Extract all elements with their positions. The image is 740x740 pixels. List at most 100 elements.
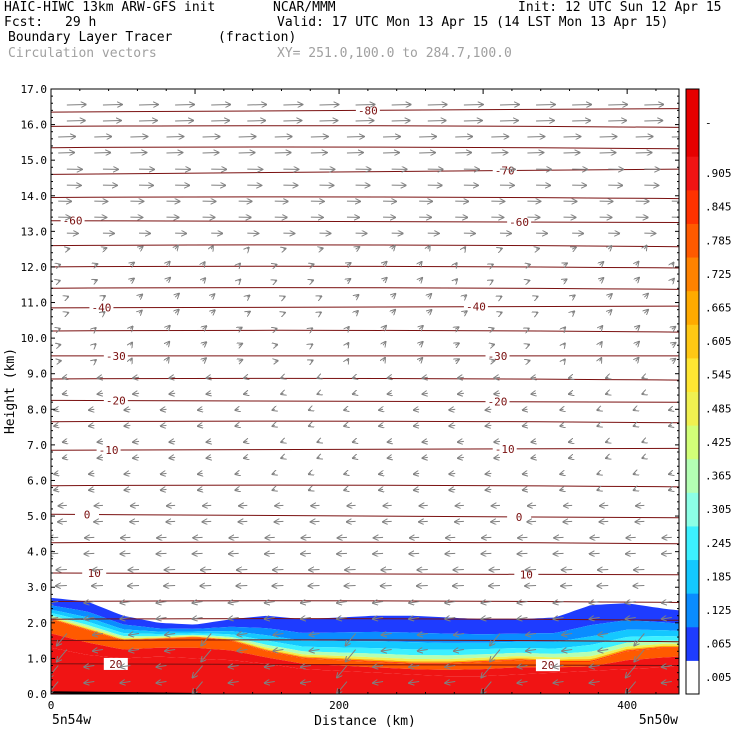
vector-arrow (500, 248, 502, 249)
vector-arrow (229, 553, 239, 554)
x-tick-label: 200 (329, 699, 349, 712)
vector-arrow (164, 585, 176, 586)
vector-arrow (237, 634, 248, 636)
vector-arrow (642, 377, 644, 378)
vector-arrow (337, 553, 347, 554)
vector-arrow (608, 294, 612, 297)
vector-arrow (193, 553, 203, 554)
vector-arrow (600, 505, 609, 506)
vector-arrow (275, 281, 276, 282)
vector-arrow (67, 249, 69, 250)
vector-arrow (283, 313, 284, 314)
vector-arrow (527, 361, 529, 362)
vector-arrow (626, 553, 636, 554)
vector-arrow (636, 278, 639, 281)
vector-arrow (388, 441, 392, 442)
vector-arrow (644, 105, 663, 106)
vector-arrow (131, 505, 140, 506)
tracer-band-3 (51, 612, 679, 656)
vector-arrow (120, 682, 131, 684)
vector-arrow (56, 569, 67, 570)
colorbar-frame (685, 88, 700, 695)
vector-arrow (54, 473, 58, 474)
vector-arrow (518, 537, 528, 538)
vector-arrow (175, 121, 193, 122)
vector-arrow (133, 377, 140, 378)
colorbar-label: .305 (705, 503, 732, 516)
vector-arrow (98, 457, 103, 458)
isotherm-label-bg (485, 395, 510, 408)
vector-arrow (523, 473, 528, 474)
vector-arrow (531, 441, 536, 442)
vector-arrow (169, 441, 176, 442)
vector-arrow (388, 377, 392, 378)
vector-arrow (458, 441, 464, 442)
vector-arrow (103, 296, 105, 297)
vector-arrow (490, 649, 501, 662)
vector-arrow (564, 359, 565, 361)
vector-arrow (129, 650, 140, 652)
vector-arrow (606, 393, 608, 394)
vector-arrow (486, 489, 492, 490)
isotherm-line (51, 329, 679, 333)
vectors-label: Circulation vectors (8, 46, 157, 61)
vector-arrow (347, 263, 351, 265)
vector-arrow (353, 393, 356, 394)
vector-arrow (536, 313, 537, 314)
vector-arrow (564, 327, 566, 329)
vector-arrow (662, 537, 672, 538)
vector-arrow (229, 682, 239, 684)
colorbar-cell (686, 458, 699, 493)
y-axis-title: Height (km) (3, 348, 18, 434)
vector-arrow (562, 634, 573, 636)
vector-arrow (281, 377, 283, 378)
vector-arrow (392, 310, 395, 313)
vector-arrow (642, 393, 644, 394)
vector-arrow (598, 634, 609, 636)
vector-arrow (600, 326, 603, 329)
y-tick-label: 6.0 (27, 474, 47, 487)
vector-arrow (310, 153, 327, 154)
isotherm-label: -20 (488, 396, 508, 409)
vector-arrow (494, 457, 501, 458)
vector-arrow (490, 633, 501, 646)
vector-arrow (161, 409, 167, 410)
isotherm-label: -80 (358, 104, 378, 117)
isotherm-label: 10 (88, 567, 101, 580)
y-tick-label: 2.0 (27, 617, 47, 630)
vector-arrow (383, 153, 399, 154)
vector-arrow (569, 457, 572, 458)
vector-arrow (608, 310, 611, 313)
vector-arrow (486, 473, 492, 474)
vector-arrow (51, 537, 59, 538)
colorbar-cell (686, 357, 699, 392)
vector-arrow (247, 248, 248, 250)
vector-arrow (669, 409, 672, 410)
vector-arrow (491, 280, 492, 281)
vector-arrow (139, 105, 158, 106)
vector-arrow (211, 121, 229, 122)
vector-arrow (634, 473, 636, 474)
vector-arrow (130, 153, 146, 154)
vector-arrow (572, 295, 575, 297)
vector-arrow (560, 409, 563, 410)
vector-arrow (383, 521, 392, 522)
vector-arrow (139, 247, 143, 250)
vector-arrow (84, 601, 95, 603)
vector-arrow (311, 505, 320, 506)
colorbar-cell (686, 290, 699, 325)
vector-arrow (671, 152, 679, 154)
vector-arrow (409, 601, 420, 603)
vector-arrow (58, 281, 60, 282)
isotherm-line (51, 305, 679, 309)
vector-arrow (347, 327, 349, 329)
colorbar-cell (686, 660, 699, 695)
isotherm-line (51, 447, 679, 451)
vector-arrow (490, 569, 500, 570)
vector-arrow (642, 457, 644, 458)
vector-arrow (373, 682, 384, 684)
colorbar-label: .605 (705, 335, 732, 348)
circulation-vectors (51, 105, 679, 694)
vector-arrow (130, 343, 132, 346)
vector-arrow (237, 569, 248, 570)
